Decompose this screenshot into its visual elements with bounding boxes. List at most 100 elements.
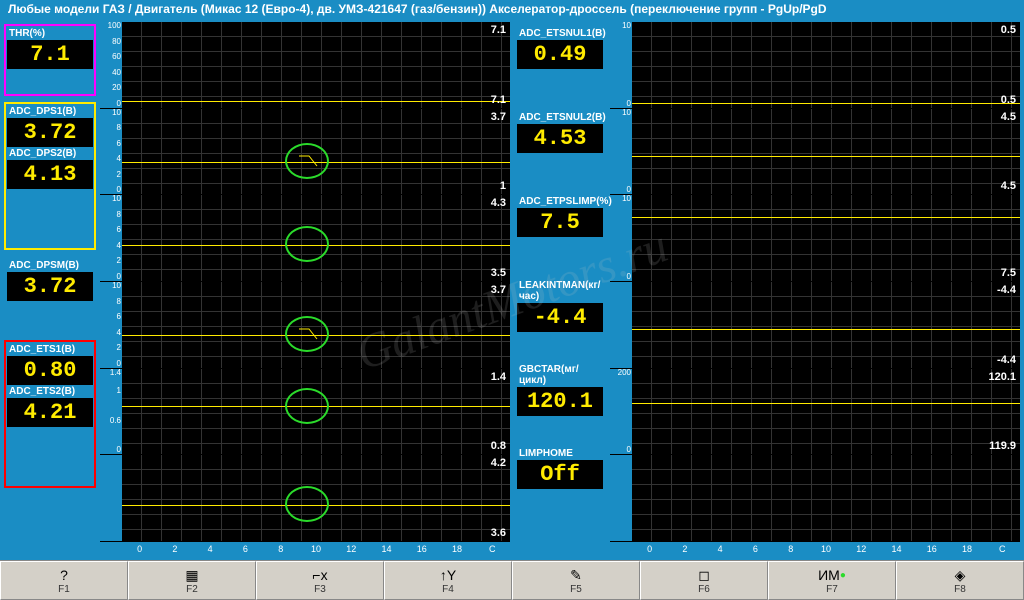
chart-row: 10864203.7: [100, 282, 510, 369]
param-label: ADC_ETSNUL2(B): [517, 111, 603, 124]
chart-row: 1000.50.5: [610, 22, 1020, 109]
param-value: 4.53: [517, 124, 603, 153]
param-label: LIMPHOME: [517, 447, 603, 460]
chart-plot[interactable]: 3.71: [122, 109, 510, 195]
toolbar-button-f7[interactable]: ИМ●F7: [768, 561, 896, 600]
chart-row: 10864204.33.5: [100, 195, 510, 282]
toolbar-key-label: F2: [186, 584, 198, 595]
annotation-circle: [285, 388, 329, 424]
chart-value-bottom: 0.8: [491, 440, 506, 452]
chart-row: 10864203.71: [100, 109, 510, 196]
param-value: 4.21: [7, 398, 93, 427]
chart-plot[interactable]: [632, 455, 1020, 541]
chart-plot[interactable]: 4.54.5: [632, 109, 1020, 195]
chart-plot[interactable]: 0.5 0.5: [632, 22, 1020, 108]
toolbar-key-label: F5: [570, 584, 582, 595]
y-axis: [610, 455, 632, 541]
toolbar-button-f3[interactable]: ⌐xF3: [256, 561, 384, 600]
y-axis: 1086420: [100, 109, 122, 195]
y-axis: 100: [610, 195, 632, 281]
toolbar-icon: ◻: [698, 566, 710, 584]
param-label: GBCTAR(мг/цикл): [517, 363, 603, 387]
chart-value-top: 4.2: [491, 457, 506, 469]
toolbar: ?F1▦F2⌐xF3↑YF4✎F5◻F6ИМ●F7◈F8: [0, 560, 1024, 600]
toolbar-icon: ◈: [955, 566, 966, 584]
chart-plot[interactable]: 3.7: [122, 282, 510, 368]
param-group: ADC_ETSNUL1(B)0.49: [514, 24, 606, 102]
chart-plot[interactable]: 7.17.1: [122, 22, 510, 108]
left-param-column: THR(%)7.1ADC_DPS1(B)3.72ADC_DPS2(B)4.13A…: [0, 18, 100, 560]
toolbar-button-f5[interactable]: ✎F5: [512, 561, 640, 600]
toolbar-icon: ?: [60, 566, 68, 584]
chart-value-bottom: -4.4: [997, 354, 1016, 366]
toolbar-button-f6[interactable]: ◻F6: [640, 561, 768, 600]
y-axis: [100, 455, 122, 541]
chart-plot[interactable]: 4.2 3.6: [122, 455, 510, 541]
toolbar-key-label: F4: [442, 584, 454, 595]
chart-value-bottom: 4.5: [1001, 180, 1016, 192]
param-label: THR(%): [7, 27, 93, 40]
chart-value-top: 0.5: [1001, 24, 1016, 36]
param-value: 120.1: [517, 387, 603, 416]
annotation-circle: [285, 226, 329, 262]
chart-row: 1004.54.5: [610, 109, 1020, 196]
main-area: THR(%)7.1ADC_DPS1(B)3.72ADC_DPS2(B)4.13A…: [0, 18, 1024, 560]
chart-plot[interactable]: 7.5: [632, 195, 1020, 281]
chart-trace: [122, 101, 510, 102]
chart-row: 1008060402007.17.1: [100, 22, 510, 109]
param-label: ADC_ETS2(B): [7, 385, 93, 398]
param-label: ADC_ETS1(B): [7, 343, 93, 356]
toolbar-key-label: F7: [826, 584, 838, 595]
param-label: ADC_DPSM(B): [7, 259, 93, 272]
chart-row: 1.410.60 1.4 0.8: [100, 369, 510, 456]
x-axis: 024681012141618C: [100, 542, 510, 556]
y-axis: 1086420: [100, 195, 122, 281]
chart-value-top: 3.7: [491, 111, 506, 123]
chart-plot[interactable]: -4.4-4.4: [632, 282, 1020, 368]
param-group: THR(%)7.1: [4, 24, 96, 96]
toolbar-icon: ИМ●: [818, 566, 846, 584]
chart-value-top: 4.3: [491, 197, 506, 209]
chart-plot[interactable]: 1.4 0.8: [122, 369, 510, 455]
chart-value-bottom: 7.1: [491, 94, 506, 106]
toolbar-icon: ⌐x: [312, 566, 327, 584]
param-label: ADC_ETPSLIMP(%): [517, 195, 603, 208]
param-group: ADC_ETSNUL2(B)4.53: [514, 108, 606, 186]
param-group: ADC_ETS1(B)0.80ADC_ETS2(B)4.21: [4, 340, 96, 488]
mid-param-column: ADC_ETSNUL1(B)0.49ADC_ETSNUL2(B)4.53ADC_…: [510, 18, 610, 560]
toolbar-button-f1[interactable]: ?F1: [0, 561, 128, 600]
toolbar-button-f4[interactable]: ↑YF4: [384, 561, 512, 600]
toolbar-button-f8[interactable]: ◈F8: [896, 561, 1024, 600]
chart-value-bottom: 3.6: [491, 527, 506, 539]
title-bar: Любые модели ГАЗ / Двигатель (Микас 12 (…: [0, 0, 1024, 18]
chart-value-bottom: 7.5: [1001, 267, 1016, 279]
param-value: 7.5: [517, 208, 603, 237]
toolbar-key-label: F3: [314, 584, 326, 595]
param-value: 0.49: [517, 40, 603, 69]
param-value: 0.80: [7, 356, 93, 385]
y-axis: [610, 282, 632, 368]
param-label: ADC_ETSNUL1(B): [517, 27, 603, 40]
chart-plot[interactable]: 4.33.5: [122, 195, 510, 281]
toolbar-icon: ▦: [185, 566, 198, 584]
param-group: GBCTAR(мг/цикл)120.1: [514, 360, 606, 438]
annotation-circle: [285, 316, 329, 352]
annotation-circle: [285, 143, 329, 179]
param-value: 3.72: [7, 272, 93, 301]
chart-value-top: 1.4: [491, 371, 506, 383]
param-value: 4.13: [7, 160, 93, 189]
toolbar-key-label: F1: [58, 584, 70, 595]
chart-value-bottom: 0.5: [1001, 94, 1016, 106]
right-charts-column: 1000.50.51004.54.51007.5-4.4-4.42000120.…: [610, 18, 1020, 560]
chart-plot[interactable]: 120.1119.9: [632, 369, 1020, 455]
chart-value-bottom: 1: [500, 180, 506, 192]
chart-value-top: 3.7: [491, 284, 506, 296]
chart-row: [610, 455, 1020, 542]
param-label: ADC_DPS2(B): [7, 147, 93, 160]
param-group: ADC_DPSM(B)3.72: [4, 256, 96, 334]
toolbar-icon: ↑Y: [440, 566, 456, 584]
param-group: LEAKINTMAN(кг/час)-4.4: [514, 276, 606, 354]
toolbar-button-f2[interactable]: ▦F2: [128, 561, 256, 600]
y-axis: 1.410.60: [100, 369, 122, 455]
param-value: -4.4: [517, 303, 603, 332]
